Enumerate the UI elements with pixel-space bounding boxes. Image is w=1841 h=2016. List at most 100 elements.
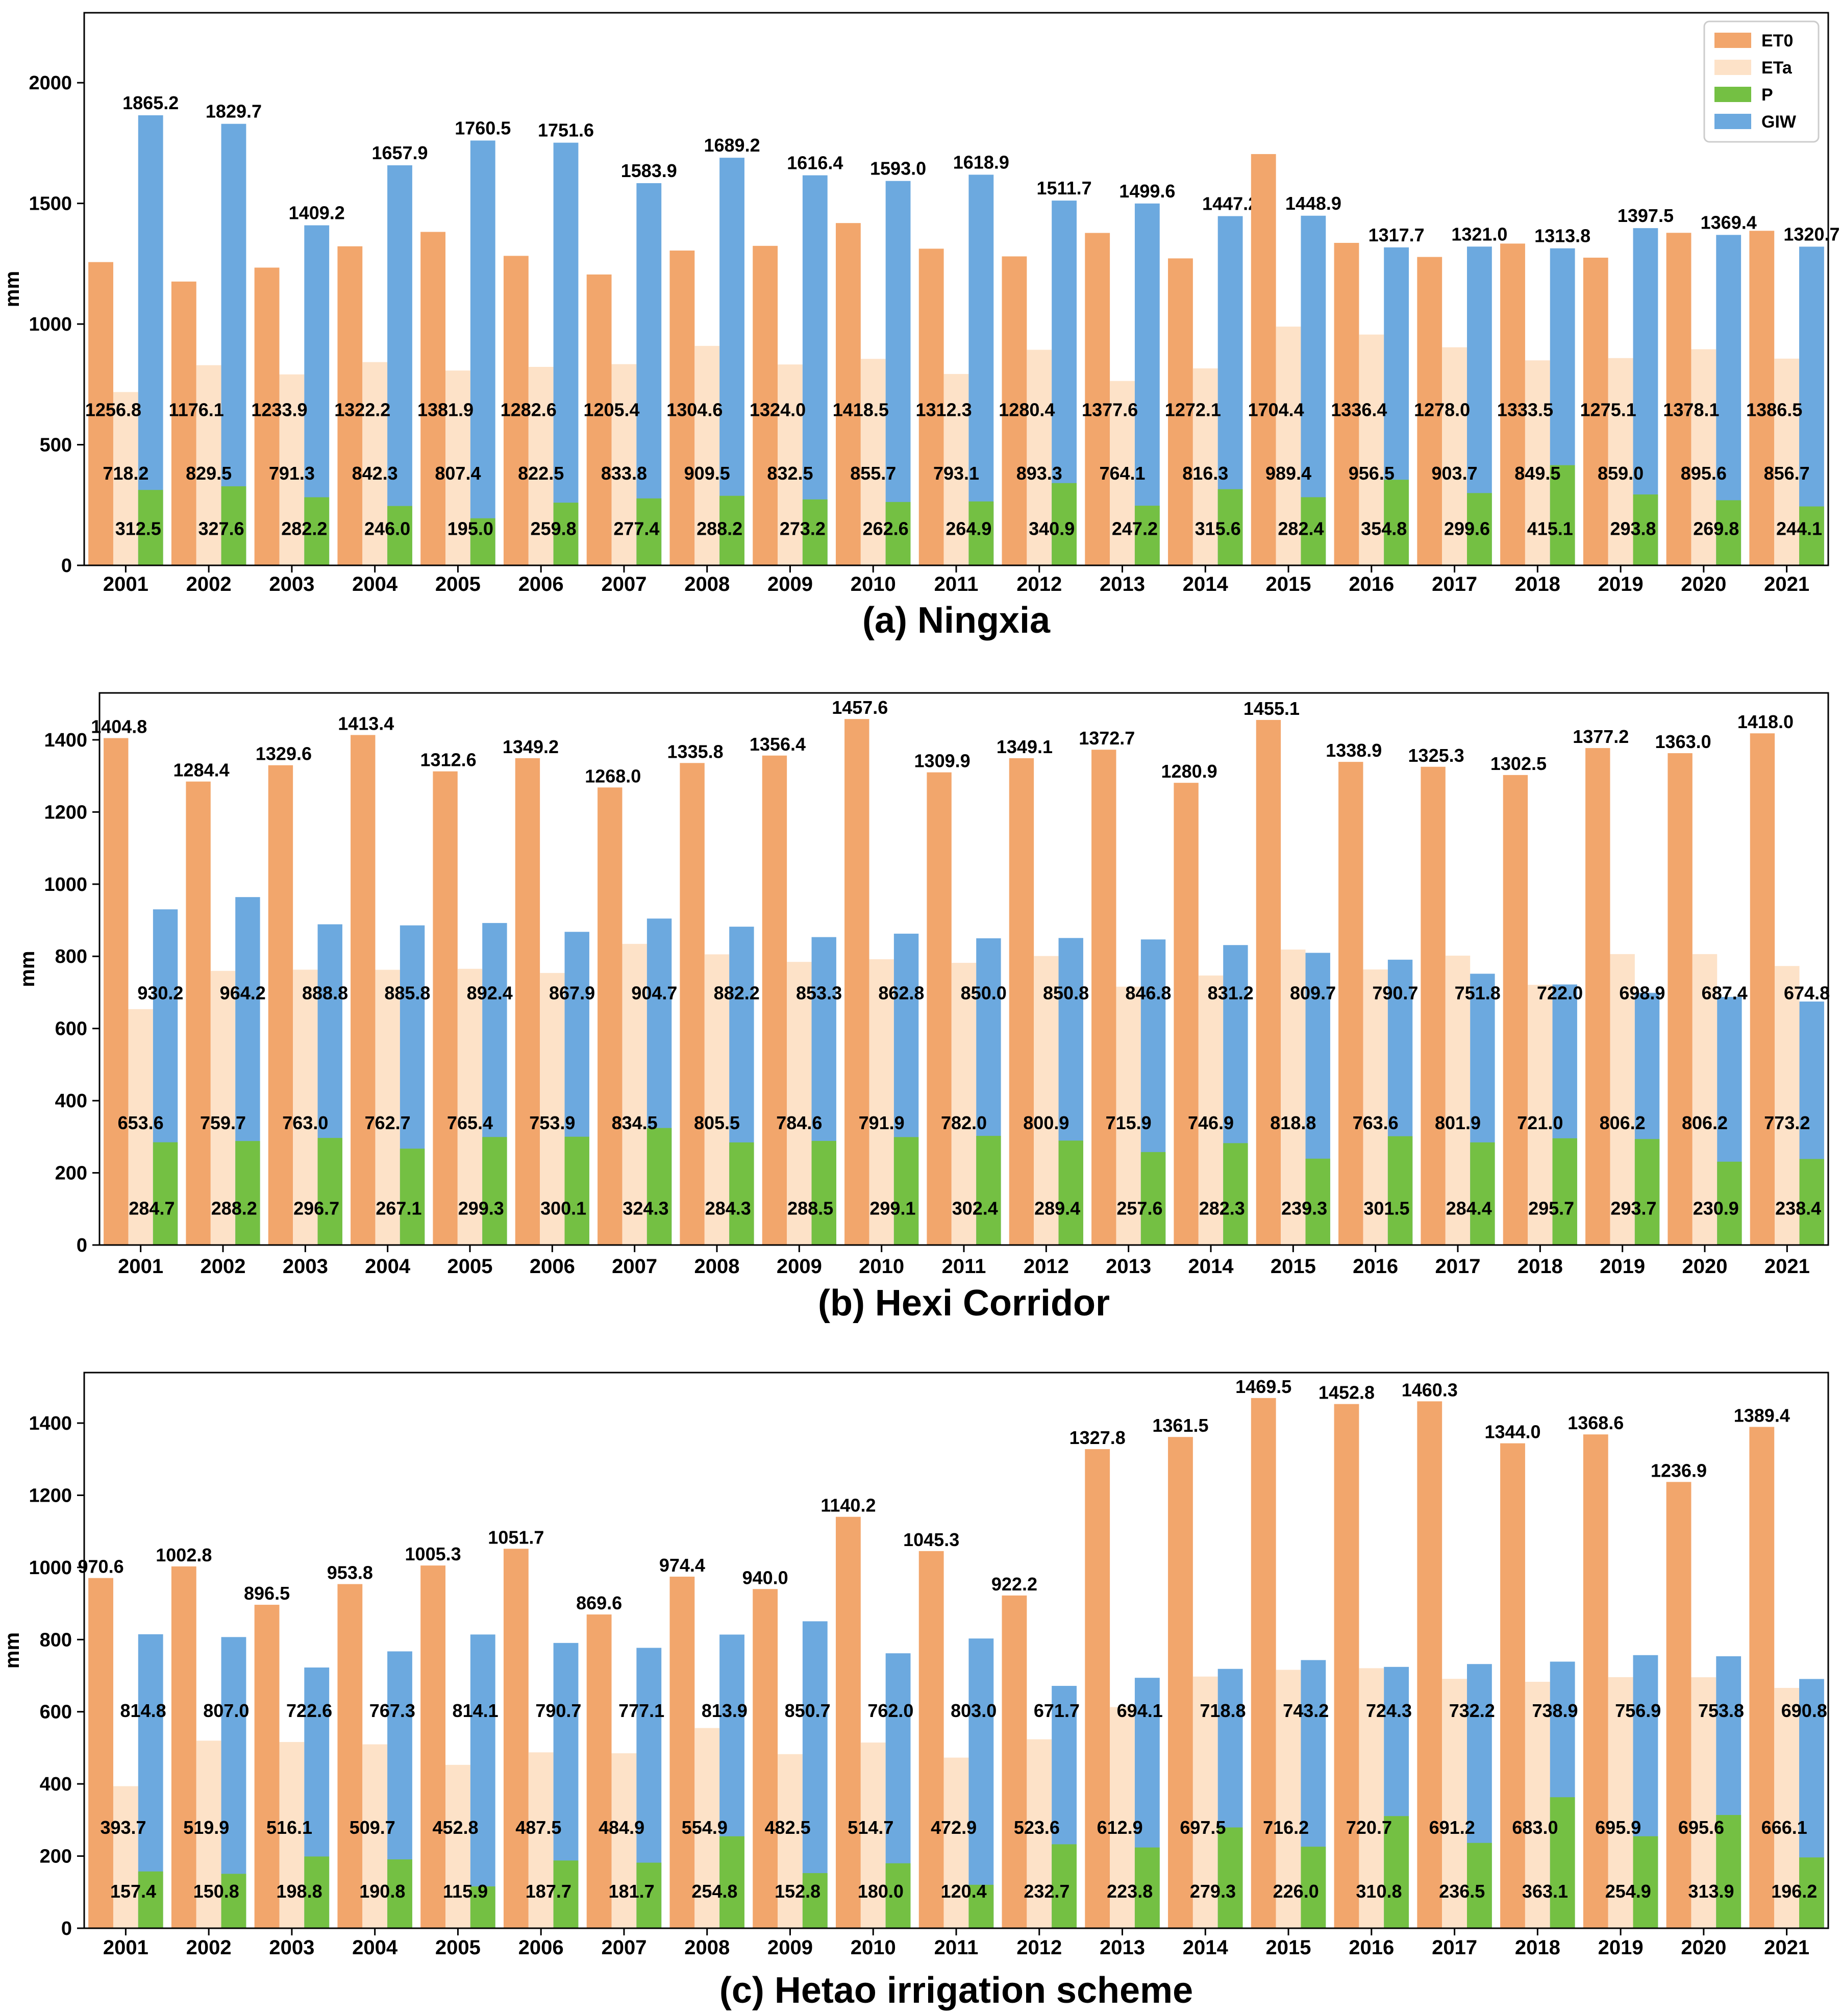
bar-et0-2005 [420,232,446,566]
label-giw-2020: 1369.4 [1701,212,1757,233]
label-et0-2017: 1325.3 [1408,745,1464,766]
label-eta-2018: 849.5 [1514,463,1560,484]
label-eta-2012: 800.9 [1023,1112,1069,1133]
label-et0-2009: 940.0 [742,1567,788,1588]
bar-et0-2014 [1174,783,1199,1245]
label-p-2003: 198.8 [277,1881,322,1902]
label-giw-2006: 1751.6 [538,120,594,141]
bar-eta-2008 [694,345,720,565]
label-p-2011: 302.4 [952,1198,998,1218]
label-eta-2021: 856.7 [1764,463,1810,484]
label-eta-2020: 895.6 [1681,463,1727,484]
bar-et0-2008 [680,763,705,1245]
label-eta-2016: 956.5 [1349,463,1395,484]
label-p-2020: 230.9 [1693,1198,1739,1218]
label-eta-2003: 763.0 [282,1112,328,1133]
bar-et0-2001 [88,1578,113,1928]
label-eta-2015: 818.8 [1270,1112,1316,1133]
bar-et0-2009 [762,755,787,1245]
bar-eta-2005 [457,968,483,1245]
label-et0-2008: 1335.8 [667,741,724,762]
bar-eta-2019 [1608,358,1633,565]
legend-swatch-p [1714,87,1751,102]
label-p-2004: 190.8 [359,1881,405,1902]
bar-et0-2010 [844,719,869,1245]
label-giw-2013: 694.1 [1117,1700,1163,1721]
bar-et0-2007 [598,787,623,1245]
bar-et0-2009 [753,1589,778,1928]
bar-et0-2020 [1668,753,1693,1245]
bar-p-2005 [470,518,495,565]
y-tick-label: 1400 [44,730,87,751]
label-et0-2013: 1372.7 [1079,728,1135,749]
bar-eta-2015 [1281,949,1306,1245]
bar-eta-2004 [362,362,388,565]
bar-et0-2017 [1417,1401,1442,1928]
bar-p-2015 [1301,1847,1326,1928]
label-p-2005: 115.9 [443,1881,488,1902]
bar-et0-2002 [186,781,211,1245]
label-et0-2004: 1413.4 [338,713,394,734]
label-eta-2002: 519.9 [183,1817,229,1838]
label-p-2016: 301.5 [1363,1198,1409,1218]
bar-et0-2008 [669,1576,695,1928]
label-giw-2004: 1657.9 [371,142,428,163]
label-p-2012: 340.9 [1029,518,1075,539]
label-et0-2017: 1278.0 [1414,400,1470,420]
bar-et0-2013 [1085,1449,1110,1928]
x-tick-label-2017: 2017 [1432,573,1477,595]
bar-p-2001 [138,490,163,565]
label-eta-2005: 452.8 [432,1817,478,1838]
bar-p-2017 [1466,493,1492,565]
label-giw-2008: 882.2 [714,983,760,1004]
label-p-2016: 310.8 [1356,1881,1402,1902]
label-giw-2016: 724.3 [1366,1700,1412,1721]
label-eta-2017: 801.9 [1435,1112,1481,1133]
label-eta-2007: 833.8 [601,463,647,484]
bar-p-2016 [1384,1816,1409,1928]
y-tick-label: 2000 [29,72,72,94]
x-tick-label-2001: 2001 [103,1936,148,1959]
x-tick-label-2005: 2005 [447,1255,493,1278]
label-p-2021: 244.1 [1776,518,1822,539]
label-et0-2010: 1418.5 [833,400,889,420]
x-tick-label-2017: 2017 [1435,1255,1481,1278]
y-axis-label: mm [1,1632,23,1669]
label-p-2001: 284.7 [129,1198,175,1218]
bar-giw-2004 [387,165,412,565]
label-et0-2012: 1280.4 [999,400,1055,420]
bar-p-2002 [235,1141,260,1245]
bar-eta-2012 [1034,956,1059,1245]
label-eta-2004: 842.3 [352,463,398,484]
label-eta-2019: 859.0 [1598,463,1644,484]
bar-p-2004 [387,1859,412,1928]
bar-p-2009 [811,1140,836,1245]
bar-p-2003 [304,1856,330,1928]
bar-eta-2010 [860,359,886,565]
label-et0-2013: 1327.8 [1069,1427,1126,1448]
bar-p-2018 [1552,1138,1577,1245]
bar-et0-2020 [1666,1482,1691,1928]
x-tick-label-2004: 2004 [352,573,398,595]
bar-et0-2014 [1168,1437,1193,1928]
x-tick-label-2014: 2014 [1183,573,1229,595]
label-eta-2008: 805.5 [694,1112,740,1133]
label-et0-2015: 1455.1 [1243,698,1300,719]
label-p-2013: 247.2 [1112,518,1158,539]
bar-et0-2010 [835,223,861,566]
bar-p-2008 [719,495,744,565]
x-tick-label-2015: 2015 [1266,573,1311,595]
x-tick-label-2006: 2006 [518,1936,564,1959]
bar-p-2020 [1716,1815,1742,1928]
label-p-2021: 196.2 [1771,1881,1817,1902]
label-giw-2017: 751.8 [1455,983,1501,1004]
bar-giw-2005 [470,1634,495,1928]
x-tick-label-2001: 2001 [103,573,148,595]
bar-p-2010 [893,1137,919,1245]
label-eta-2015: 716.2 [1263,1817,1309,1838]
bar-et0-2012 [1002,1595,1027,1928]
y-axis-label: mm [16,951,39,987]
label-et0-2014: 1280.9 [1161,761,1217,782]
bar-p-2002 [221,1874,246,1928]
x-tick-label-2003: 2003 [269,573,314,595]
